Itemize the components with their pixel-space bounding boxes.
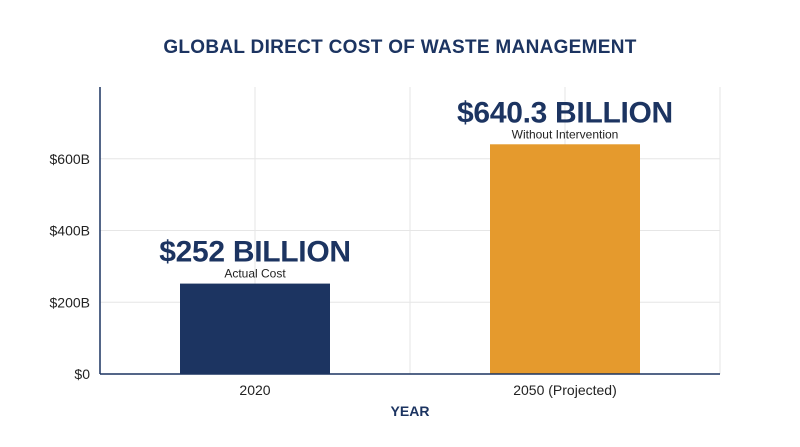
value-sublabel: Actual Cost: [224, 267, 286, 281]
y-tick-label: $200B: [50, 294, 90, 310]
value-sublabel: Without Intervention: [512, 127, 619, 141]
bar-0: [180, 283, 330, 374]
value-label: $252 BILLION: [159, 236, 350, 269]
y-tick-label: $400B: [50, 223, 90, 239]
bars: [180, 144, 640, 374]
y-tick-label: $0: [74, 366, 90, 382]
x-tick-label: 2050 (Projected): [513, 382, 617, 398]
x-axis-label: YEAR: [391, 403, 430, 419]
y-tick-label: $600B: [50, 151, 90, 167]
value-label: $640.3 BILLION: [457, 96, 673, 129]
axes: [99, 87, 720, 375]
tick-labels: 2020 2050 (Projected) $0 $200B $400B $600B: [50, 151, 617, 398]
chart-title: GLOBAL DIRECT COST OF WASTE MANAGEMENT: [163, 37, 636, 58]
bar-1: [490, 144, 640, 374]
x-tick-label: 2020: [239, 382, 270, 398]
